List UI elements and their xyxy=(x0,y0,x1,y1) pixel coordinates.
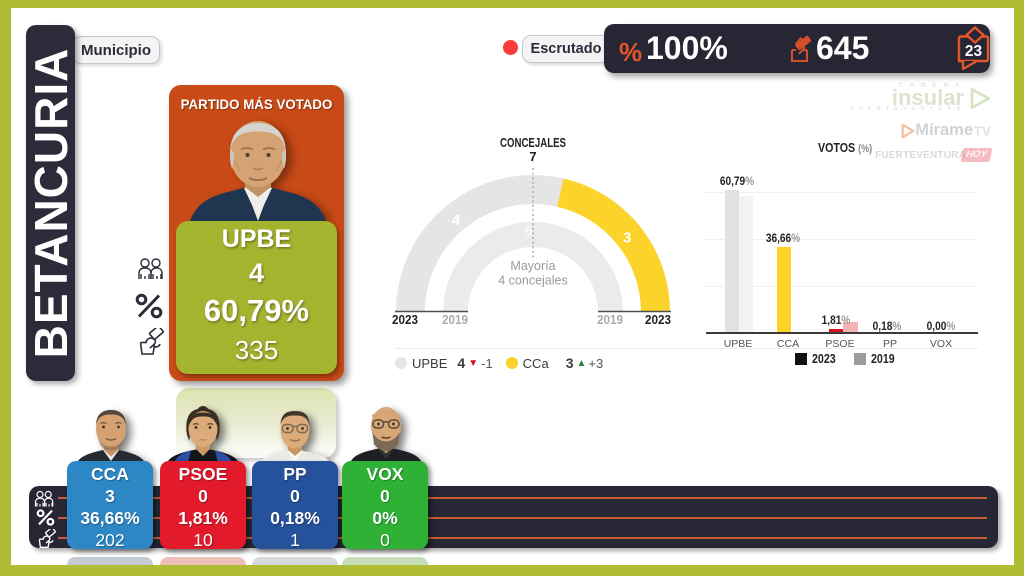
svg-text:23: 23 xyxy=(965,43,983,60)
svg-text:Mayoría: Mayoría xyxy=(510,259,555,273)
svg-text:3: 3 xyxy=(623,230,631,247)
svg-text:7: 7 xyxy=(529,149,536,164)
svg-text:CONCEJALES: CONCEJALES xyxy=(500,136,566,150)
svg-text:2019: 2019 xyxy=(597,313,623,327)
svg-text:4: 4 xyxy=(452,212,461,229)
svg-text:2023: 2023 xyxy=(645,313,671,327)
svg-text:2019: 2019 xyxy=(442,313,468,327)
svg-text:4 concejales: 4 concejales xyxy=(498,274,568,288)
svg-text:5: 5 xyxy=(525,223,533,239)
svg-text:2023: 2023 xyxy=(392,313,418,327)
